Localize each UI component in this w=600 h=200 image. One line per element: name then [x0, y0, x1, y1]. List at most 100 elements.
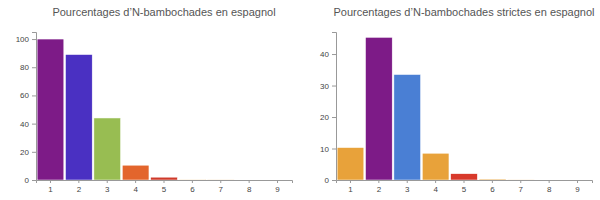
- x-tick-mark: [107, 180, 108, 183]
- chart: Pourcentages d’N‑bambochades strictes en…: [320, 6, 594, 194]
- x-tick: 4: [133, 180, 138, 194]
- y-tick-mark: [32, 180, 36, 181]
- x-tick-mark: [520, 180, 521, 183]
- x-tick-label: 7: [519, 185, 524, 194]
- x-tick-label: 7: [219, 185, 224, 194]
- x-tick: 5: [162, 180, 167, 194]
- x-tick: 8: [547, 180, 552, 194]
- y-tick-label: 20: [320, 113, 329, 122]
- bars: [337, 37, 534, 180]
- bar: [366, 37, 393, 180]
- x-tick-mark: [378, 180, 379, 183]
- y-tick-mark: [332, 180, 336, 181]
- y-tick-label: 0: [25, 176, 30, 185]
- bar: [479, 179, 506, 180]
- bar: [37, 39, 64, 180]
- x-tick: 2: [77, 180, 82, 194]
- x-tick-mark: [78, 180, 79, 183]
- y-tick-mark: [332, 117, 336, 118]
- bar: [451, 174, 478, 180]
- x-axis-line: [37, 181, 293, 184]
- y-tick: 80: [20, 63, 36, 72]
- bar: [66, 55, 93, 180]
- x-tick-label: 4: [433, 185, 438, 194]
- x-tick-mark: [435, 180, 436, 183]
- x-tick-mark: [464, 180, 465, 183]
- bar: [94, 118, 121, 180]
- bar: [207, 179, 234, 180]
- x-tick: 6: [190, 180, 195, 194]
- x-tick-label: 9: [575, 185, 580, 194]
- y-tick-label: 60: [20, 91, 29, 100]
- x-tick-mark: [407, 180, 408, 183]
- x-tick: 5: [462, 180, 467, 194]
- x-tick-label: 1: [348, 185, 353, 194]
- y-axis: 0 10 20 30 40: [320, 33, 336, 186]
- x-tick-label: 3: [405, 185, 410, 194]
- x-tick-label: 8: [247, 185, 252, 194]
- x-tick-mark: [164, 180, 165, 183]
- x-tick-label: 8: [547, 185, 552, 194]
- x-tick: 1: [48, 180, 53, 194]
- y-tick-label: 30: [320, 82, 329, 91]
- y-tick-label: 40: [20, 120, 29, 129]
- x-tick-mark: [50, 180, 51, 183]
- x-tick-mark: [192, 180, 193, 183]
- y-tick-mark: [332, 86, 336, 87]
- x-tick: 1: [348, 180, 353, 194]
- x-tick-mark: [277, 180, 278, 183]
- x-tick: 3: [105, 180, 110, 194]
- bar: [337, 148, 364, 180]
- y-tick: 60: [20, 91, 36, 100]
- bar: [179, 179, 206, 180]
- x-tick-label: 6: [490, 185, 495, 194]
- x-tick: 9: [275, 180, 280, 194]
- y-tick-mark: [32, 67, 36, 68]
- chart-title: Pourcentages d’N‑bambochades en espagnol: [52, 6, 275, 18]
- x-tick: 9: [575, 180, 580, 194]
- x-tick-mark: [220, 180, 221, 183]
- x-tick-label: 5: [462, 185, 467, 194]
- x-tick-label: 4: [133, 185, 138, 194]
- y-tick-mark: [332, 149, 336, 150]
- y-tick-mark: [332, 54, 336, 55]
- x-tick-mark: [492, 180, 493, 183]
- y-tick: 40: [20, 120, 36, 129]
- chart-title: Pourcentages d’N‑bambochades strictes en…: [333, 6, 594, 18]
- x-tick-mark: [249, 180, 250, 183]
- x-tick: 2: [377, 180, 382, 194]
- x-tick-mark: [549, 180, 550, 183]
- y-tick-mark: [32, 95, 36, 96]
- x-tick: 4: [433, 180, 438, 194]
- chart: Pourcentages d’N‑bambochades en espagnol…: [16, 6, 293, 194]
- x-tick-mark: [135, 180, 136, 183]
- y-tick: 30: [320, 82, 336, 91]
- y-tick: 0: [25, 176, 36, 185]
- x-tick-mark: [577, 180, 578, 183]
- bar: [264, 180, 291, 181]
- y-tick-label: 10: [320, 145, 329, 154]
- x-axis-line: [337, 181, 593, 184]
- y-tick-label: 100: [16, 35, 30, 44]
- x-tick-label: 9: [275, 185, 280, 194]
- y-tick-label: 20: [20, 148, 29, 157]
- bar: [122, 165, 149, 180]
- bar: [394, 75, 421, 180]
- y-tick: 20: [320, 113, 336, 122]
- y-axis-line: [332, 33, 337, 181]
- x-tick-label: 2: [377, 185, 382, 194]
- x-tick: 8: [247, 180, 252, 194]
- y-tick: 10: [320, 145, 336, 154]
- y-tick: 100: [16, 35, 36, 44]
- bar: [236, 180, 263, 181]
- y-axis-line: [32, 33, 37, 181]
- x-axis: 1 2 3 4 5 6 7 8 9: [37, 180, 293, 194]
- x-tick-label: 2: [77, 185, 82, 194]
- x-tick-label: 1: [48, 185, 53, 194]
- y-tick-mark: [32, 39, 36, 40]
- y-tick-label: 40: [320, 50, 329, 59]
- y-tick: 0: [325, 176, 336, 185]
- x-tick-label: 5: [162, 185, 167, 194]
- y-tick-label: 0: [325, 176, 330, 185]
- x-axis: 1 2 3 4 5 6 7 8 9: [337, 180, 593, 194]
